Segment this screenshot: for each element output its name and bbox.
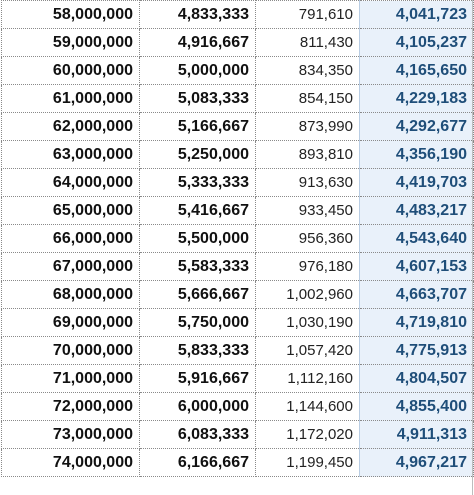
cell-col3: 956,360	[256, 225, 360, 253]
cell-col3: 1,172,020	[256, 421, 360, 449]
cell-col4-highlight: 4,855,400	[360, 393, 474, 421]
cell-col1: 67,000,000	[2, 253, 140, 281]
cell-col4-highlight: 4,041,723	[360, 1, 474, 29]
cell-col2: 5,416,667	[140, 197, 256, 225]
table-body: 58,000,000 4,833,333 791,610 4,041,723 5…	[2, 1, 474, 477]
table-row: 68,000,000 5,666,667 1,002,960 4,663,707	[2, 281, 474, 309]
cell-col1: 62,000,000	[2, 113, 140, 141]
table-row: 60,000,000 5,000,000 834,350 4,165,650	[2, 57, 474, 85]
cell-col2: 5,833,333	[140, 337, 256, 365]
cell-col2: 5,500,000	[140, 225, 256, 253]
table-row: 61,000,000 5,083,333 854,150 4,229,183	[2, 85, 474, 113]
cell-col3: 1,199,450	[256, 449, 360, 477]
cell-col1: 71,000,000	[2, 365, 140, 393]
cell-col2: 4,833,333	[140, 1, 256, 29]
cell-col2: 5,000,000	[140, 57, 256, 85]
cell-col3: 913,630	[256, 169, 360, 197]
cell-col4-highlight: 4,356,190	[360, 141, 474, 169]
cell-col4-highlight: 4,607,153	[360, 253, 474, 281]
cell-col4-highlight: 4,775,913	[360, 337, 474, 365]
cell-col1: 70,000,000	[2, 337, 140, 365]
table-row: 65,000,000 5,416,667 933,450 4,483,217	[2, 197, 474, 225]
cell-col2: 5,333,333	[140, 169, 256, 197]
cell-col3: 1,144,600	[256, 393, 360, 421]
cell-col3: 791,610	[256, 1, 360, 29]
cell-col3: 1,057,420	[256, 337, 360, 365]
cell-col3: 834,350	[256, 57, 360, 85]
cell-col1: 72,000,000	[2, 393, 140, 421]
cell-col3: 893,810	[256, 141, 360, 169]
cell-col2: 5,166,667	[140, 113, 256, 141]
cell-col4-highlight: 4,543,640	[360, 225, 474, 253]
table-row: 71,000,000 5,916,667 1,112,160 4,804,507	[2, 365, 474, 393]
cell-col1: 73,000,000	[2, 421, 140, 449]
table-row: 70,000,000 5,833,333 1,057,420 4,775,913	[2, 337, 474, 365]
table-row: 66,000,000 5,500,000 956,360 4,543,640	[2, 225, 474, 253]
cell-col4-highlight: 4,229,183	[360, 85, 474, 113]
cell-col2: 5,583,333	[140, 253, 256, 281]
table-row: 69,000,000 5,750,000 1,030,190 4,719,810	[2, 309, 474, 337]
cell-col2: 5,666,667	[140, 281, 256, 309]
cell-col4-highlight: 4,663,707	[360, 281, 474, 309]
window-right-edge	[472, 0, 473, 495]
cell-col4-highlight: 4,911,313	[360, 421, 474, 449]
cell-col3: 854,150	[256, 85, 360, 113]
cell-col1: 68,000,000	[2, 281, 140, 309]
cell-col4-highlight: 4,719,810	[360, 309, 474, 337]
cell-col2: 5,916,667	[140, 365, 256, 393]
cell-col3: 1,030,190	[256, 309, 360, 337]
cell-col4-highlight: 4,292,677	[360, 113, 474, 141]
cell-col4-highlight: 4,804,507	[360, 365, 474, 393]
cell-col2: 6,166,667	[140, 449, 256, 477]
cell-col1: 63,000,000	[2, 141, 140, 169]
table-row: 72,000,000 6,000,000 1,144,600 4,855,400	[2, 393, 474, 421]
cell-col2: 5,083,333	[140, 85, 256, 113]
table-row: 67,000,000 5,583,333 976,180 4,607,153	[2, 253, 474, 281]
table-row: 73,000,000 6,083,333 1,172,020 4,911,313	[2, 421, 474, 449]
cell-col2: 5,250,000	[140, 141, 256, 169]
table-row: 74,000,000 6,166,667 1,199,450 4,967,217	[2, 449, 474, 477]
cell-col3: 873,990	[256, 113, 360, 141]
cell-col4-highlight: 4,419,703	[360, 169, 474, 197]
cell-col1: 60,000,000	[2, 57, 140, 85]
cell-col1: 58,000,000	[2, 1, 140, 29]
cell-col3: 1,112,160	[256, 365, 360, 393]
cell-col3: 933,450	[256, 197, 360, 225]
cell-col3: 1,002,960	[256, 281, 360, 309]
cell-col1: 59,000,000	[2, 29, 140, 57]
cell-col1: 65,000,000	[2, 197, 140, 225]
cell-col4-highlight: 4,483,217	[360, 197, 474, 225]
cell-col2: 6,000,000	[140, 393, 256, 421]
cell-col4-highlight: 4,105,237	[360, 29, 474, 57]
cell-col1: 69,000,000	[2, 309, 140, 337]
cell-col2: 5,750,000	[140, 309, 256, 337]
cell-col1: 61,000,000	[2, 85, 140, 113]
cell-col1: 74,000,000	[2, 449, 140, 477]
table-row: 63,000,000 5,250,000 893,810 4,356,190	[2, 141, 474, 169]
table-row: 58,000,000 4,833,333 791,610 4,041,723	[2, 1, 474, 29]
table-row: 59,000,000 4,916,667 811,430 4,105,237	[2, 29, 474, 57]
cell-col1: 66,000,000	[2, 225, 140, 253]
cell-col3: 976,180	[256, 253, 360, 281]
cell-col2: 6,083,333	[140, 421, 256, 449]
table-row: 62,000,000 5,166,667 873,990 4,292,677	[2, 113, 474, 141]
cell-col4-highlight: 4,165,650	[360, 57, 474, 85]
cell-col2: 4,916,667	[140, 29, 256, 57]
cell-col3: 811,430	[256, 29, 360, 57]
table-row: 64,000,000 5,333,333 913,630 4,419,703	[2, 169, 474, 197]
cell-col4-highlight: 4,967,217	[360, 449, 474, 477]
salary-table: 58,000,000 4,833,333 791,610 4,041,723 5…	[1, 0, 474, 477]
cell-col1: 64,000,000	[2, 169, 140, 197]
